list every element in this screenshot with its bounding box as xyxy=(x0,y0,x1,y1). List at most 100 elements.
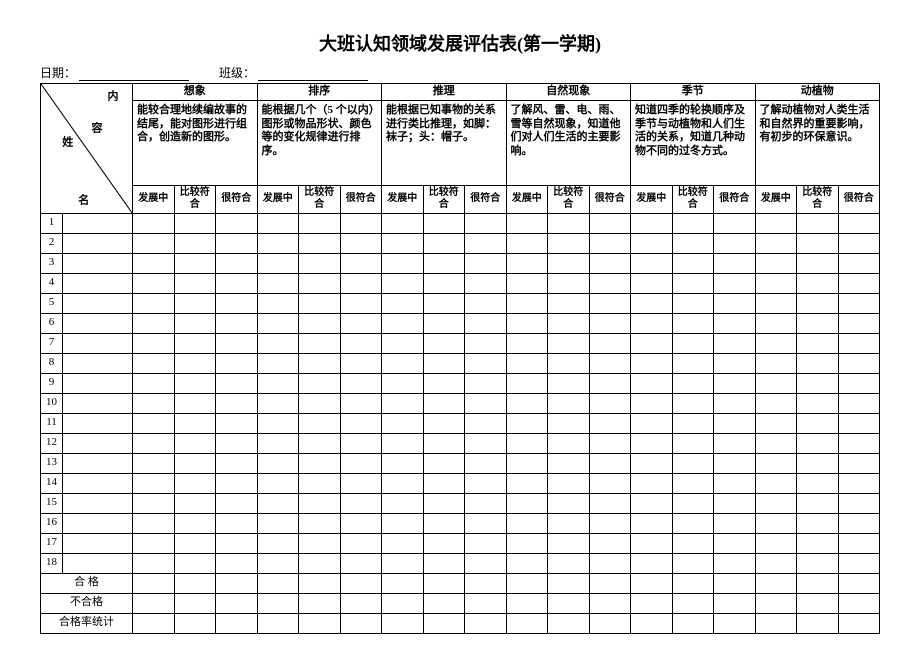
data-cell[interactable] xyxy=(133,433,175,453)
footer-cell[interactable] xyxy=(257,593,299,613)
data-cell[interactable] xyxy=(299,393,341,413)
data-cell[interactable] xyxy=(382,213,424,233)
footer-cell[interactable] xyxy=(133,593,175,613)
data-cell[interactable] xyxy=(714,453,756,473)
name-cell[interactable] xyxy=(63,513,133,533)
data-cell[interactable] xyxy=(174,213,216,233)
footer-cell[interactable] xyxy=(382,613,424,633)
footer-cell[interactable] xyxy=(465,573,507,593)
data-cell[interactable] xyxy=(755,393,797,413)
data-cell[interactable] xyxy=(257,553,299,573)
data-cell[interactable] xyxy=(506,333,548,353)
data-cell[interactable] xyxy=(838,513,880,533)
data-cell[interactable] xyxy=(423,393,465,413)
data-cell[interactable] xyxy=(216,313,258,333)
data-cell[interactable] xyxy=(838,533,880,553)
data-cell[interactable] xyxy=(631,333,673,353)
footer-cell[interactable] xyxy=(672,573,714,593)
data-cell[interactable] xyxy=(299,513,341,533)
data-cell[interactable] xyxy=(174,513,216,533)
data-cell[interactable] xyxy=(548,293,590,313)
footer-cell[interactable] xyxy=(506,593,548,613)
data-cell[interactable] xyxy=(257,413,299,433)
footer-cell[interactable] xyxy=(174,573,216,593)
footer-cell[interactable] xyxy=(299,573,341,593)
data-cell[interactable] xyxy=(755,533,797,553)
data-cell[interactable] xyxy=(216,373,258,393)
data-cell[interactable] xyxy=(714,253,756,273)
data-cell[interactable] xyxy=(548,453,590,473)
name-cell[interactable] xyxy=(63,273,133,293)
data-cell[interactable] xyxy=(340,273,382,293)
data-cell[interactable] xyxy=(133,473,175,493)
data-cell[interactable] xyxy=(174,493,216,513)
data-cell[interactable] xyxy=(838,233,880,253)
data-cell[interactable] xyxy=(589,293,631,313)
data-cell[interactable] xyxy=(548,533,590,553)
data-cell[interactable] xyxy=(714,233,756,253)
name-cell[interactable] xyxy=(63,533,133,553)
data-cell[interactable] xyxy=(174,333,216,353)
date-field[interactable] xyxy=(79,66,189,81)
name-cell[interactable] xyxy=(63,453,133,473)
data-cell[interactable] xyxy=(465,253,507,273)
data-cell[interactable] xyxy=(174,453,216,473)
data-cell[interactable] xyxy=(216,433,258,453)
data-cell[interactable] xyxy=(548,253,590,273)
name-cell[interactable] xyxy=(63,433,133,453)
data-cell[interactable] xyxy=(589,553,631,573)
data-cell[interactable] xyxy=(174,433,216,453)
data-cell[interactable] xyxy=(506,393,548,413)
name-cell[interactable] xyxy=(63,553,133,573)
data-cell[interactable] xyxy=(797,373,839,393)
data-cell[interactable] xyxy=(797,533,839,553)
data-cell[interactable] xyxy=(797,313,839,333)
data-cell[interactable] xyxy=(340,513,382,533)
data-cell[interactable] xyxy=(548,213,590,233)
footer-cell[interactable] xyxy=(423,593,465,613)
data-cell[interactable] xyxy=(506,533,548,553)
data-cell[interactable] xyxy=(382,233,424,253)
data-cell[interactable] xyxy=(299,233,341,253)
data-cell[interactable] xyxy=(174,533,216,553)
data-cell[interactable] xyxy=(257,273,299,293)
data-cell[interactable] xyxy=(672,433,714,453)
data-cell[interactable] xyxy=(631,393,673,413)
data-cell[interactable] xyxy=(672,453,714,473)
data-cell[interactable] xyxy=(797,353,839,373)
data-cell[interactable] xyxy=(216,233,258,253)
data-cell[interactable] xyxy=(506,273,548,293)
footer-cell[interactable] xyxy=(423,613,465,633)
footer-cell[interactable] xyxy=(714,593,756,613)
data-cell[interactable] xyxy=(548,413,590,433)
data-cell[interactable] xyxy=(714,293,756,313)
data-cell[interactable] xyxy=(631,373,673,393)
data-cell[interactable] xyxy=(672,293,714,313)
data-cell[interactable] xyxy=(755,273,797,293)
data-cell[interactable] xyxy=(797,293,839,313)
footer-cell[interactable] xyxy=(755,613,797,633)
data-cell[interactable] xyxy=(506,313,548,333)
data-cell[interactable] xyxy=(465,373,507,393)
data-cell[interactable] xyxy=(465,233,507,253)
data-cell[interactable] xyxy=(838,333,880,353)
footer-cell[interactable] xyxy=(589,613,631,633)
data-cell[interactable] xyxy=(465,393,507,413)
data-cell[interactable] xyxy=(382,453,424,473)
data-cell[interactable] xyxy=(797,393,839,413)
data-cell[interactable] xyxy=(382,513,424,533)
footer-cell[interactable] xyxy=(631,573,673,593)
data-cell[interactable] xyxy=(714,313,756,333)
name-cell[interactable] xyxy=(63,353,133,373)
data-cell[interactable] xyxy=(382,413,424,433)
data-cell[interactable] xyxy=(797,433,839,453)
data-cell[interactable] xyxy=(423,473,465,493)
data-cell[interactable] xyxy=(548,513,590,533)
data-cell[interactable] xyxy=(423,553,465,573)
data-cell[interactable] xyxy=(423,253,465,273)
footer-cell[interactable] xyxy=(340,573,382,593)
data-cell[interactable] xyxy=(797,513,839,533)
data-cell[interactable] xyxy=(589,233,631,253)
data-cell[interactable] xyxy=(631,413,673,433)
data-cell[interactable] xyxy=(340,293,382,313)
